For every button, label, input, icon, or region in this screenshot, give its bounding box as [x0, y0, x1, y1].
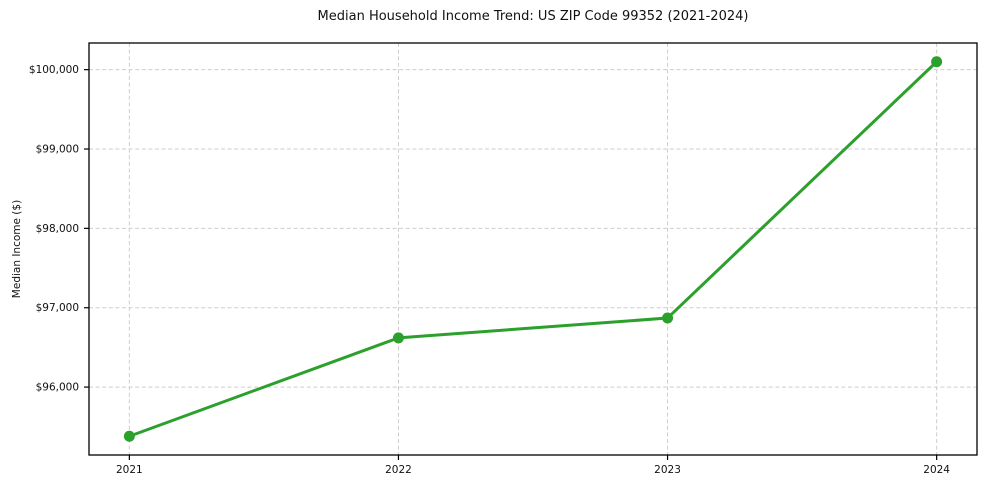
y-tick-label: $99,000: [36, 144, 79, 156]
y-tick-label: $97,000: [36, 302, 79, 314]
data-point-marker: [392, 332, 404, 344]
x-tick-label: 2024: [923, 464, 950, 476]
y-tick-label: $100,000: [29, 64, 79, 76]
x-tick-label: 2021: [116, 464, 143, 476]
trend-line: [127, 60, 939, 438]
data-point-marker: [123, 430, 135, 442]
data-point-marker: [662, 312, 674, 324]
x-tick-label: 2023: [654, 464, 681, 476]
plot-border: [88, 42, 978, 456]
y-tick-label: $96,000: [36, 382, 79, 394]
data-point-marker: [931, 56, 943, 68]
x-tick-label: 2022: [385, 464, 412, 476]
y-tick-label: $98,000: [36, 223, 79, 235]
chart-title: Median Household Income Trend: US ZIP Co…: [317, 9, 749, 24]
